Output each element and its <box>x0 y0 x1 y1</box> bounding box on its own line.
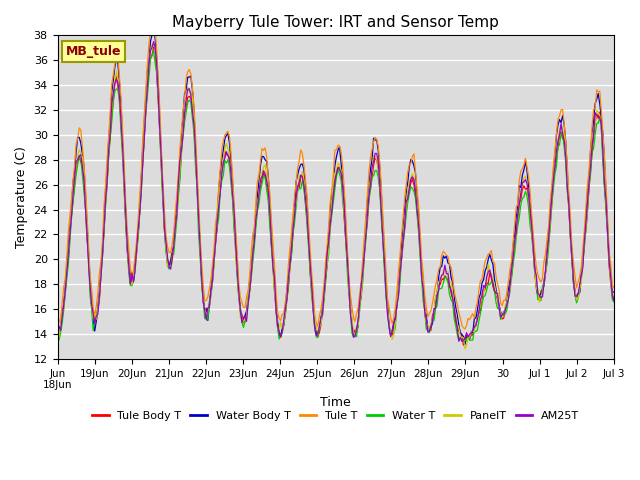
PanelT <box>461 346 469 351</box>
Tule T <box>221 132 228 138</box>
Water Body T <box>461 341 469 347</box>
Tule T <box>582 205 589 211</box>
Water T <box>221 157 228 163</box>
Water Body T <box>54 329 61 335</box>
Water T <box>54 337 61 343</box>
Tule Body T <box>150 44 157 50</box>
X-axis label: Time: Time <box>320 396 351 409</box>
Tule T <box>298 151 306 156</box>
AM25T <box>298 175 306 180</box>
Line: Water T: Water T <box>58 50 614 341</box>
Tule Body T <box>298 173 306 179</box>
PanelT <box>239 319 247 324</box>
AM25T <box>249 250 257 256</box>
Legend: Tule Body T, Water Body T, Tule T, Water T, PanelT, AM25T: Tule Body T, Water Body T, Tule T, Water… <box>88 407 584 425</box>
Water Body T <box>150 24 157 30</box>
PanelT <box>221 146 228 152</box>
AM25T <box>610 297 618 303</box>
Tule Body T <box>54 326 61 332</box>
Tule T <box>610 284 618 290</box>
Water Body T <box>582 216 589 222</box>
Water T <box>239 324 247 330</box>
Tule Body T <box>221 149 228 155</box>
AM25T <box>221 155 228 161</box>
Water Body T <box>239 315 247 321</box>
PanelT <box>249 248 257 254</box>
Tule Body T <box>582 228 589 234</box>
Water Body T <box>298 161 306 167</box>
Water T <box>298 178 306 184</box>
Tule Body T <box>249 254 257 260</box>
Line: Tule T: Tule T <box>58 18 614 329</box>
Tule Body T <box>460 342 467 348</box>
PanelT <box>610 293 618 299</box>
PanelT <box>54 339 61 345</box>
Water T <box>122 220 129 226</box>
AM25T <box>150 39 157 45</box>
Water T <box>249 259 257 265</box>
Tule Body T <box>610 296 618 302</box>
Water Body T <box>221 136 228 142</box>
Tule T <box>239 304 247 310</box>
Line: AM25T: AM25T <box>58 42 614 341</box>
Line: Tule Body T: Tule Body T <box>58 47 614 345</box>
Water Body T <box>249 249 257 255</box>
Line: PanelT: PanelT <box>58 45 614 348</box>
AM25T <box>458 338 466 344</box>
Tule Body T <box>239 320 247 325</box>
Title: Mayberry Tule Tower: IRT and Sensor Temp: Mayberry Tule Tower: IRT and Sensor Temp <box>172 15 499 30</box>
Text: MB_tule: MB_tule <box>66 45 122 58</box>
Tule T <box>249 232 257 238</box>
AM25T <box>582 220 589 226</box>
Water T <box>610 299 618 305</box>
Tule T <box>461 326 469 332</box>
Water Body T <box>122 207 129 213</box>
Water T <box>582 228 589 233</box>
PanelT <box>122 209 129 215</box>
Y-axis label: Temperature (C): Temperature (C) <box>15 146 28 248</box>
Tule T <box>122 200 129 206</box>
Water T <box>150 47 157 53</box>
AM25T <box>54 329 61 335</box>
Line: Water Body T: Water Body T <box>58 27 614 344</box>
Water T <box>460 338 467 344</box>
Water Body T <box>610 289 618 295</box>
PanelT <box>582 222 589 228</box>
PanelT <box>298 169 306 175</box>
AM25T <box>122 210 129 216</box>
PanelT <box>148 42 156 48</box>
Tule T <box>54 324 61 330</box>
Tule Body T <box>122 219 129 225</box>
AM25T <box>239 316 247 322</box>
Tule T <box>150 15 157 21</box>
